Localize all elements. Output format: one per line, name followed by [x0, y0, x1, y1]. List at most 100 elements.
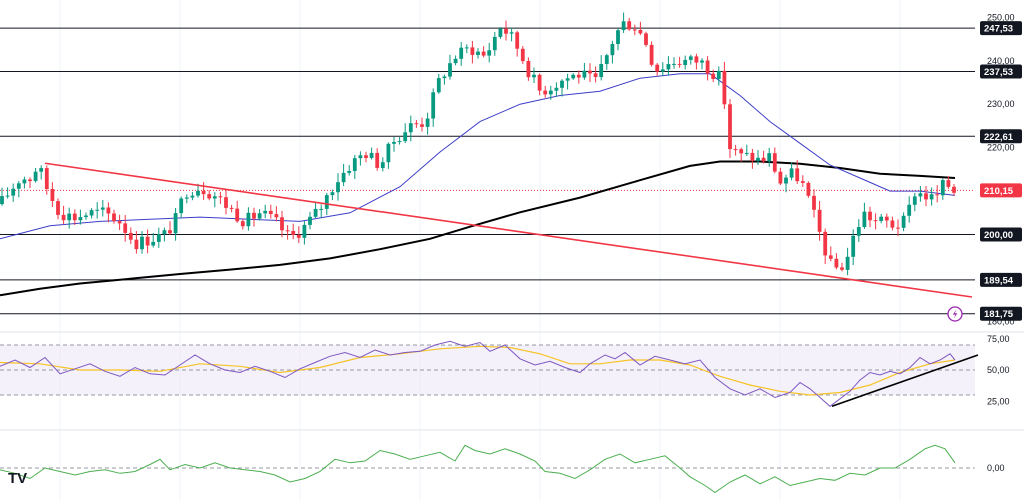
level-tag	[980, 21, 1022, 36]
candle-body	[733, 149, 738, 151]
candle-body	[179, 198, 184, 214]
candle-body	[240, 221, 245, 227]
candle-body	[526, 61, 531, 78]
candle-body	[744, 152, 749, 154]
candle-body	[291, 231, 296, 235]
candle-body	[672, 63, 676, 65]
level-tag-label: 189,54	[984, 275, 1014, 286]
candle-body	[940, 180, 945, 196]
candle-body	[649, 44, 654, 65]
candle-body	[218, 196, 223, 198]
candle-body	[722, 70, 727, 105]
candle-body	[784, 177, 788, 184]
candle-body	[151, 241, 156, 246]
candle-body	[660, 69, 665, 72]
candle-body	[392, 142, 396, 144]
candle-body	[140, 236, 144, 250]
candle-body	[246, 212, 251, 227]
candle-body	[868, 211, 872, 221]
candle-body	[324, 195, 329, 209]
candle-body	[369, 152, 374, 158]
rsi-tick-label: 75,00	[987, 334, 1010, 344]
candle-body	[588, 70, 592, 74]
candle-body	[308, 216, 312, 225]
last-price-tag	[980, 183, 1022, 198]
candle-body	[700, 60, 704, 63]
candle-body	[39, 168, 44, 172]
candle-body	[828, 255, 833, 259]
trendline[interactable]	[44, 162, 973, 298]
candle-body	[100, 207, 105, 210]
momentum-indicator	[0, 444, 975, 494]
candle-body	[420, 124, 424, 127]
candle-body	[280, 217, 284, 231]
candle-body	[476, 51, 480, 55]
candle-body	[772, 153, 777, 172]
candle-body	[856, 227, 861, 236]
alert-icon[interactable]	[947, 306, 963, 322]
candle-body	[789, 168, 794, 178]
descending-trendline[interactable]	[44, 162, 973, 298]
candle-body	[190, 195, 195, 198]
candle-body	[106, 207, 111, 214]
candle-body	[694, 56, 699, 63]
candle-body	[229, 207, 234, 209]
panel-separators	[0, 331, 1024, 431]
candle-body	[117, 221, 122, 224]
candle-body	[756, 157, 760, 161]
candle-body	[313, 208, 318, 217]
candle-body	[918, 193, 923, 197]
sma-fast-line	[0, 73, 956, 240]
candle-body	[644, 33, 648, 45]
candle-body	[386, 143, 391, 163]
candle-body	[823, 231, 828, 256]
candle-body	[845, 256, 850, 270]
candle-body	[61, 214, 66, 221]
candle-body	[890, 220, 895, 228]
candle-body	[716, 70, 721, 79]
candle-body	[319, 208, 324, 210]
candle-body	[448, 63, 452, 77]
candle-body	[397, 141, 402, 143]
candle-body	[302, 224, 307, 238]
candle-body	[554, 87, 559, 91]
candle-body	[274, 214, 279, 218]
candle-body	[907, 204, 912, 216]
candle-body	[638, 30, 643, 34]
candle-body	[453, 58, 458, 64]
candle-body	[487, 50, 492, 56]
candle-body	[912, 196, 917, 205]
price-tick-label: 180,00	[987, 316, 1015, 326]
candle-body	[862, 211, 867, 227]
candle-body	[800, 181, 805, 183]
candle-body	[812, 195, 816, 210]
candle-body	[677, 63, 682, 65]
candle-body	[946, 180, 951, 187]
last-price-label: 210,15	[984, 186, 1014, 197]
candle-body	[11, 188, 16, 196]
candle-body	[56, 201, 60, 215]
price-tick-label: 240,00	[987, 56, 1015, 66]
candle-body	[196, 190, 200, 196]
candle-body	[89, 210, 94, 216]
level-tag-label: 200,00	[984, 230, 1013, 241]
rsi-indicator	[0, 340, 979, 408]
candle-body	[358, 155, 363, 159]
candle-body	[442, 76, 447, 79]
candle-body	[705, 60, 710, 74]
candle-body	[408, 123, 413, 133]
candle-body	[380, 162, 385, 168]
candle-body	[134, 239, 139, 250]
candle-body	[67, 213, 72, 221]
candle-body	[436, 78, 441, 93]
rsi-trendline[interactable]	[831, 354, 979, 408]
candle-body	[112, 213, 116, 222]
candle-body	[873, 220, 878, 222]
candles	[0, 12, 956, 276]
candle-body	[901, 215, 906, 228]
candle-body	[403, 132, 408, 142]
candle-body	[604, 55, 609, 64]
candle-body	[347, 171, 352, 173]
